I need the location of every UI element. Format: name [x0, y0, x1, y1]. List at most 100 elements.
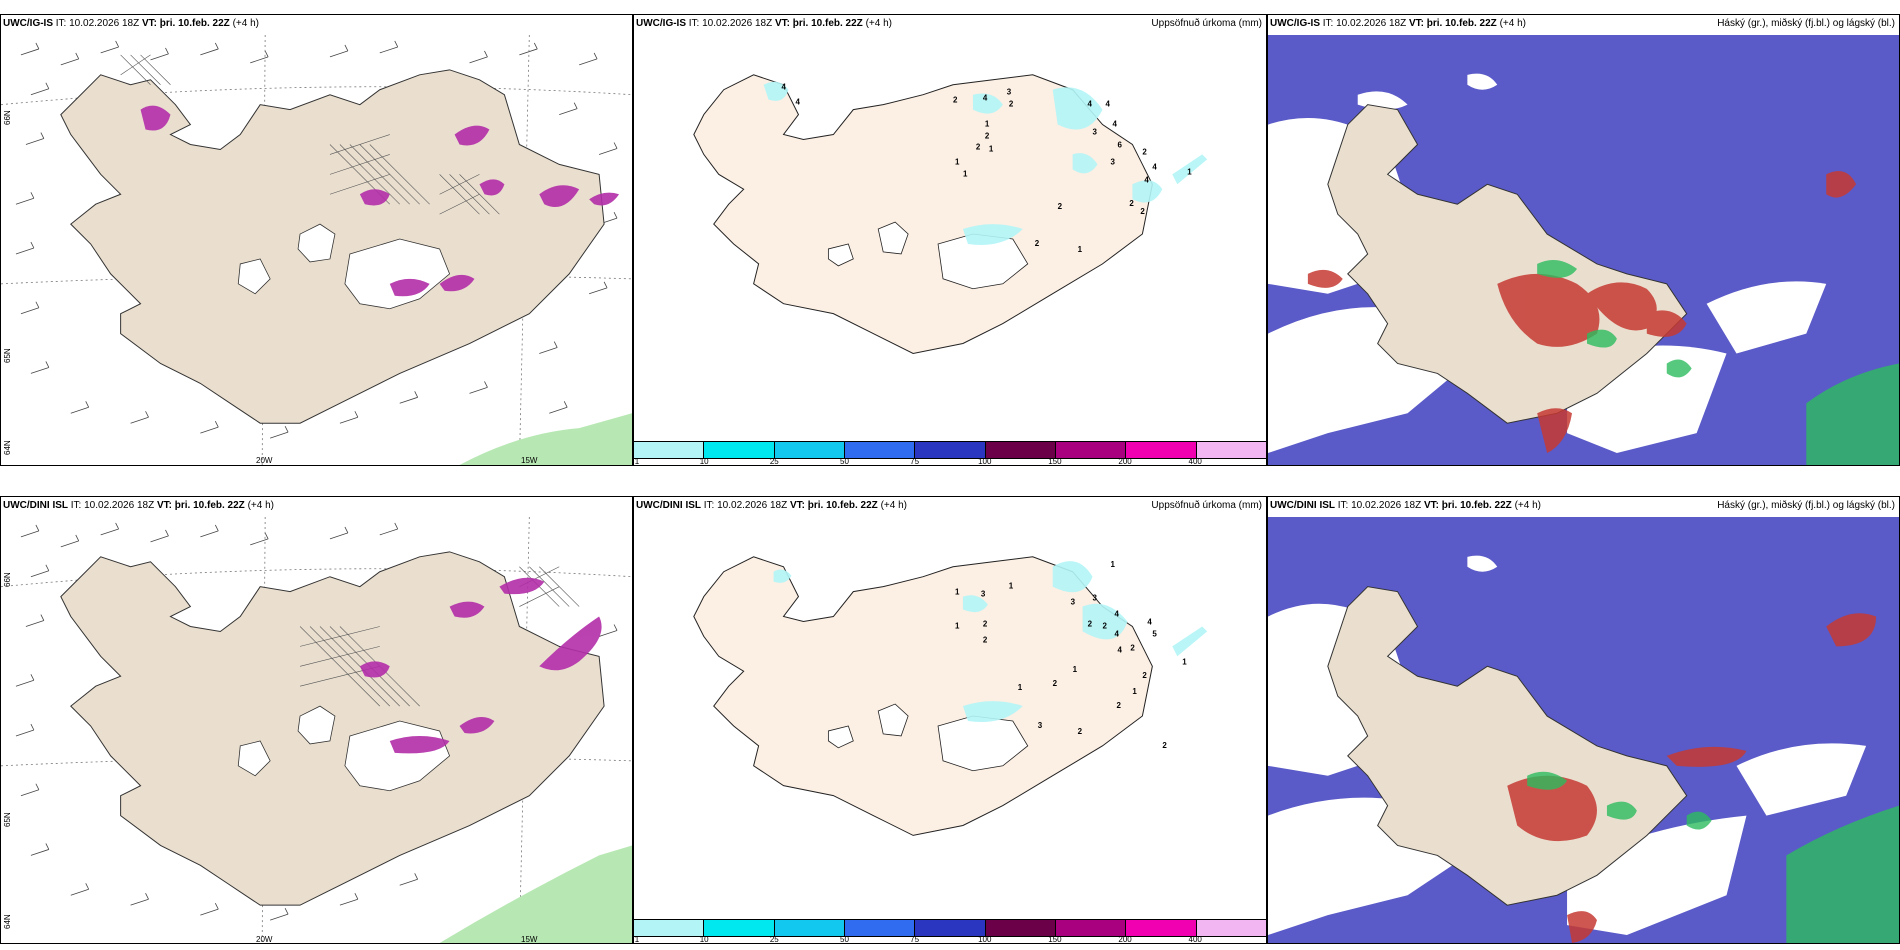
- colorbar-tick: 150: [1048, 935, 1062, 944]
- precip-marker: 2: [1129, 199, 1134, 208]
- wind-green-area: [439, 845, 632, 943]
- lat-label: 64N: [3, 914, 12, 929]
- lon-label: 20W: [256, 935, 273, 944]
- lead-time: (+4 h): [880, 500, 907, 511]
- lat-label: 65N: [3, 348, 12, 363]
- vt-label: VT:: [1423, 500, 1439, 511]
- colorbar-cell: [1126, 442, 1197, 458]
- precip-marker: 1: [1073, 665, 1078, 674]
- vt-label: VT:: [774, 18, 790, 29]
- precip-marker: 2: [1053, 679, 1058, 688]
- precip-marker: 3: [1093, 594, 1098, 603]
- vt-label: VT:: [1408, 18, 1424, 29]
- model-name: UWC/IG-IS: [636, 18, 686, 29]
- panel-header: UWC/DINI ISL IT: 10.02.2026 18Z VT: þri.…: [1270, 500, 1541, 511]
- precip-marker: 4: [1088, 100, 1093, 109]
- lat-label: 64N: [3, 440, 12, 455]
- precip-marker: 3: [1007, 88, 1012, 97]
- cloud-title: Háský (gr.), miðský (fj.bl.) og lágský (…: [1717, 500, 1895, 511]
- precip-marker: 1: [989, 144, 994, 153]
- wind-map: [1, 517, 632, 943]
- ice-caps: [237, 223, 451, 310]
- model-name: UWC/DINI ISL: [3, 500, 68, 511]
- precip-marker: 2: [976, 142, 981, 151]
- precip-marker-labels: 4 4 2 4 3 2 1 2 2 1 1 1 4 4 3 4 6 3 2 4: [782, 83, 1193, 254]
- colorbar-tick: 75: [910, 457, 920, 466]
- colorbar-tick: 200: [1118, 457, 1132, 466]
- cloud-title: Háský (gr.), miðský (fj.bl.) og lágský (…: [1717, 18, 1895, 29]
- it-value: 10.02.2026 18Z: [717, 500, 788, 511]
- precip-marker: 4: [1147, 617, 1152, 626]
- precip-colorbar: 1 10 25 50 75 100 150 200 400: [634, 441, 1266, 465]
- precip-marker: 2: [1162, 741, 1167, 750]
- precip-marker-labels: 1 1 3 1 2 2 1 3 3 4 2 2 4 4 5 2 4 1 1 2: [955, 560, 1187, 750]
- precip-marker: 1: [1182, 657, 1187, 666]
- precip-light: [773, 561, 1208, 722]
- high-cloud-red: [1307, 171, 1857, 454]
- lead-time: (+4 h): [247, 500, 274, 511]
- precip-marker: 1: [1110, 560, 1115, 569]
- precip-marker: 2: [1009, 100, 1014, 109]
- colorbar-tick: 150: [1048, 457, 1062, 466]
- precip-marker: 2: [1058, 202, 1063, 211]
- vt-value: þri. 10.feb. 22Z: [1426, 18, 1497, 29]
- colorbar-cell: [634, 442, 705, 458]
- model-name: UWC/DINI ISL: [1270, 500, 1335, 511]
- mid-cloud-green: [1527, 771, 1899, 943]
- precip-title: Uppsöfnuð úrkoma (mm): [1151, 500, 1262, 511]
- precip-marker: 4: [1114, 629, 1119, 638]
- colorbar-tick: 25: [769, 935, 779, 944]
- lat-label: 66N: [3, 110, 12, 125]
- panel-cloud-bottom: UWC/DINI ISL IT: 10.02.2026 18Z VT: þri.…: [1267, 496, 1900, 944]
- precip-marker: 1: [1132, 687, 1137, 696]
- precip-marker: 2: [1116, 701, 1121, 710]
- colorbar-cell: [704, 920, 775, 936]
- colorbar-cell: [1196, 442, 1266, 458]
- vt-value: þri. 10.feb. 22Z: [159, 18, 230, 29]
- lon-label: 15W: [521, 935, 538, 944]
- colorbar-cell: [915, 442, 986, 458]
- colorbar-tick: 100: [978, 935, 992, 944]
- colorbar-cell: [1055, 442, 1127, 458]
- precip-marker: 1: [1009, 582, 1014, 591]
- ice-caps: [827, 221, 1029, 290]
- colorbar-cell: [704, 442, 775, 458]
- precip-marker: 3: [1093, 128, 1098, 137]
- it-value: 10.02.2026 18Z: [84, 500, 155, 511]
- precip-marker: 3: [1038, 721, 1043, 730]
- precip-marker: 4: [1152, 162, 1157, 171]
- it-label: IT:: [688, 18, 700, 29]
- vt-value: þri. 10.feb. 22Z: [807, 500, 878, 511]
- precip-marker: 2: [1088, 619, 1093, 628]
- hatch-areas: [120, 54, 500, 215]
- precip-marker: 2: [985, 131, 990, 140]
- colorbar-cell: [985, 920, 1056, 936]
- precip-marker: 1: [955, 157, 960, 166]
- it-label: IT:: [70, 500, 82, 511]
- colorbar-cell: [634, 920, 705, 936]
- it-label: IT:: [1322, 18, 1334, 29]
- panel-header: UWC/DINI ISL IT: 10.02.2026 18Z VT: þri.…: [3, 500, 274, 511]
- colorbar-tick: 10: [699, 935, 709, 944]
- colorbar-tick: 1: [634, 935, 640, 944]
- panel-wind-bottom: UWC/DINI ISL IT: 10.02.2026 18Z VT: þri.…: [0, 496, 633, 944]
- colorbar-tick: 400: [1188, 935, 1202, 944]
- panel-precip-bottom: UWC/DINI ISL IT: 10.02.2026 18Z VT: þri.…: [633, 496, 1267, 944]
- lead-time: (+4 h): [1499, 18, 1526, 29]
- panel-header: UWC/IG-IS IT: 10.02.2026 18Z VT: þri. 10…: [1270, 18, 1526, 29]
- ice-caps: [827, 703, 1029, 772]
- precip-marker: 3: [1071, 598, 1076, 607]
- precip-marker: 2: [983, 619, 988, 628]
- precip-marker: 1: [985, 120, 990, 129]
- precip-marker: 2: [1103, 621, 1108, 630]
- colorbar-tick: 1: [634, 457, 640, 466]
- precip-marker: 3: [981, 590, 986, 599]
- model-name: UWC/DINI ISL: [636, 500, 701, 511]
- land-mass: [693, 556, 1153, 836]
- vt-value: þri. 10.feb. 22Z: [1441, 500, 1512, 511]
- panel-header: UWC/IG-IS IT: 10.02.2026 18Z VT: þri. 10…: [636, 18, 892, 29]
- panel-wind-top: UWC/IG-IS IT: 10.02.2026 18Z VT: þri. 10…: [0, 14, 633, 466]
- high-cloud-red: [1507, 613, 1877, 943]
- precip-title: Uppsöfnuð úrkoma (mm): [1151, 18, 1262, 29]
- colorbar-tick: 75: [910, 935, 920, 944]
